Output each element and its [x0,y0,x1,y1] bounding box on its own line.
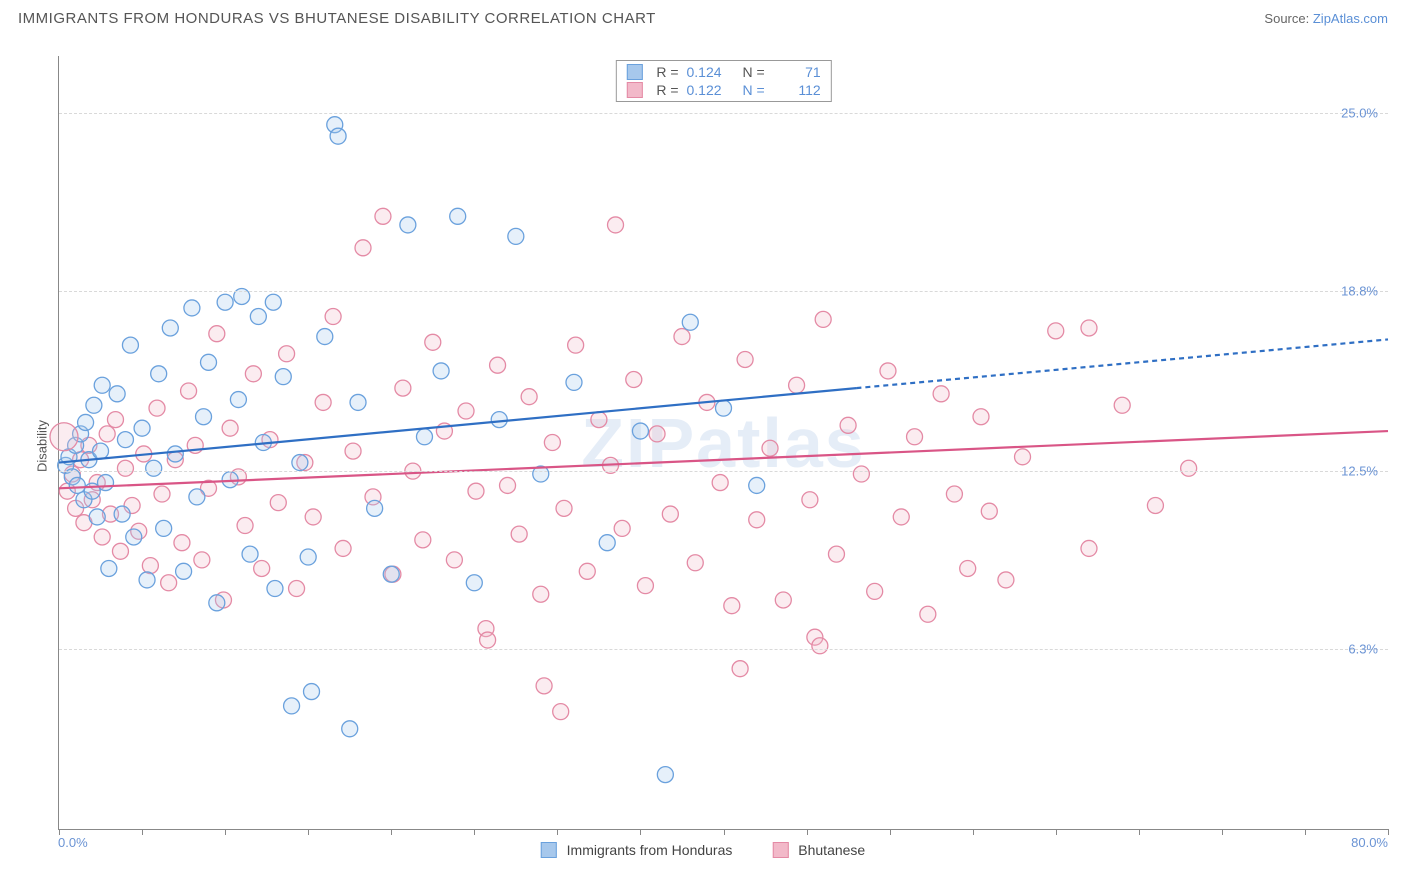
swatch-honduras-icon [626,64,642,80]
stats-row-honduras: R = 0.124 N = 71 [616,63,830,81]
y-tick-label: 12.5% [1341,464,1378,479]
footer-legend: Immigrants from Honduras Bhutanese [541,842,865,858]
swatch-bhutanese-icon [626,82,642,98]
stats-r-label: R = [656,64,678,80]
stats-legend: R = 0.124 N = 71 R = 0.122 N = 112 [615,60,831,102]
stats-n-bhutanese: 112 [773,82,821,98]
legend-label-honduras: Immigrants from Honduras [567,842,733,858]
legend-item-bhutanese: Bhutanese [772,842,865,858]
stats-n-label: N = [743,64,765,80]
x-axis-max-label: 80.0% [1351,835,1388,850]
x-axis-min-label: 0.0% [58,835,88,850]
stats-n-label: N = [743,82,765,98]
legend-item-honduras: Immigrants from Honduras [541,842,733,858]
chart-container: IMMIGRANTS FROM HONDURAS VS BHUTANESE DI… [10,10,1396,882]
plot-svg [59,56,1388,829]
stats-row-bhutanese: R = 0.122 N = 112 [616,81,830,99]
swatch-honduras-icon [541,842,557,858]
source-link[interactable]: ZipAtlas.com [1313,11,1388,26]
swatch-bhutanese-icon [772,842,788,858]
stats-r-label: R = [656,82,678,98]
chart-title: IMMIGRANTS FROM HONDURAS VS BHUTANESE DI… [18,10,656,27]
legend-label-bhutanese: Bhutanese [798,842,865,858]
y-tick-label: 25.0% [1341,106,1378,121]
source-label: Source: [1264,11,1309,26]
y-tick-label: 18.8% [1341,283,1378,298]
stats-r-honduras: 0.124 [687,64,735,80]
y-tick-label: 6.3% [1348,641,1378,656]
header-row: IMMIGRANTS FROM HONDURAS VS BHUTANESE DI… [10,10,1396,33]
plot-region: ZIPatlas R = 0.124 N = 71 R = 0.122 N = … [58,56,1388,830]
stats-r-bhutanese: 0.122 [687,82,735,98]
stats-n-honduras: 71 [773,64,821,80]
y-axis-label: Disability [35,420,50,472]
source-attribution: Source: ZipAtlas.com [1264,11,1388,26]
